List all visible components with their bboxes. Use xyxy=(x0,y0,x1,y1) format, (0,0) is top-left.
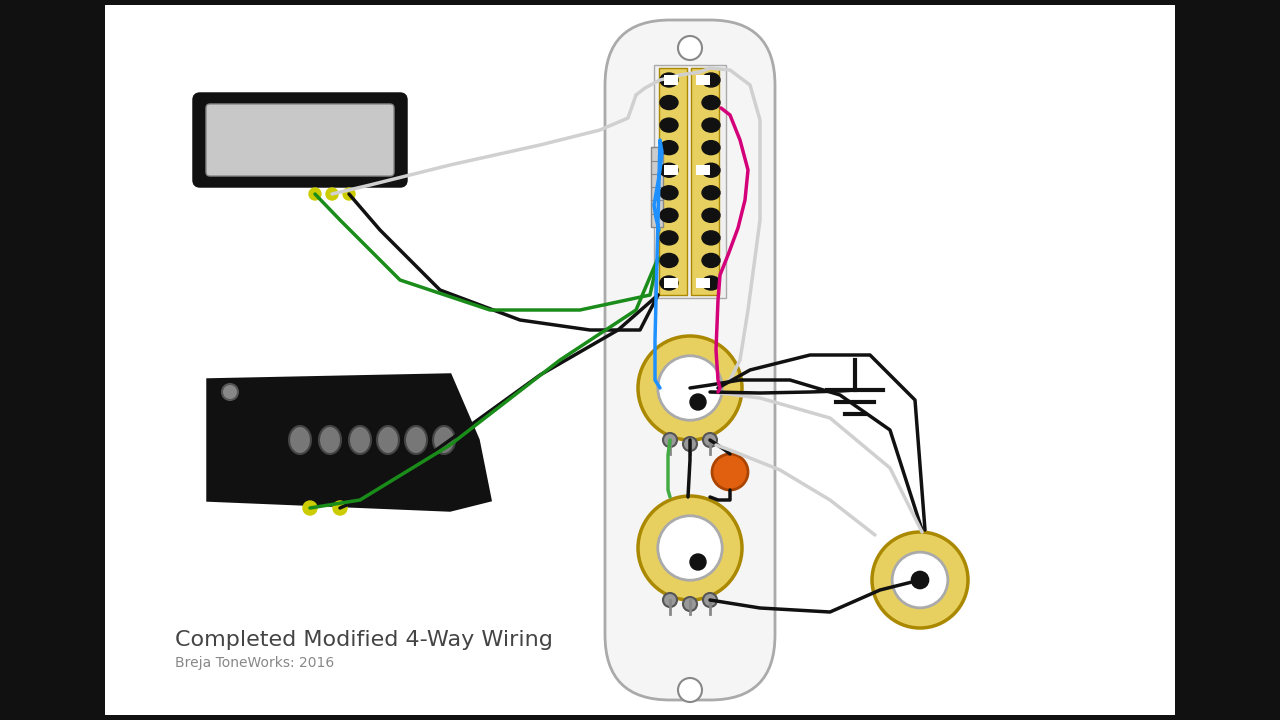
Ellipse shape xyxy=(660,96,678,109)
Circle shape xyxy=(872,532,968,628)
Ellipse shape xyxy=(701,96,719,109)
Ellipse shape xyxy=(660,140,678,155)
Circle shape xyxy=(333,501,347,515)
Ellipse shape xyxy=(701,73,719,87)
Ellipse shape xyxy=(660,186,678,199)
Ellipse shape xyxy=(701,253,719,267)
Bar xyxy=(664,278,678,288)
Ellipse shape xyxy=(660,208,678,222)
Circle shape xyxy=(343,188,355,200)
Circle shape xyxy=(658,356,722,420)
Bar xyxy=(652,148,663,227)
Bar xyxy=(659,68,687,295)
Ellipse shape xyxy=(701,140,719,155)
Circle shape xyxy=(911,572,928,589)
Circle shape xyxy=(221,384,238,400)
Circle shape xyxy=(712,454,748,490)
Circle shape xyxy=(678,36,701,60)
Circle shape xyxy=(326,188,338,200)
Bar xyxy=(696,278,710,288)
Text: Breja ToneWorks: 2016: Breja ToneWorks: 2016 xyxy=(175,656,334,670)
Ellipse shape xyxy=(660,163,678,177)
Bar xyxy=(696,165,710,175)
Bar xyxy=(664,75,678,85)
Circle shape xyxy=(684,437,698,451)
Bar xyxy=(664,165,678,175)
Circle shape xyxy=(684,597,698,611)
Circle shape xyxy=(663,593,677,607)
Ellipse shape xyxy=(701,118,719,132)
Ellipse shape xyxy=(660,276,678,290)
Ellipse shape xyxy=(701,208,719,222)
Ellipse shape xyxy=(660,73,678,87)
Ellipse shape xyxy=(660,118,678,132)
Ellipse shape xyxy=(289,426,311,454)
FancyBboxPatch shape xyxy=(195,94,406,186)
Text: Completed Modified 4-Way Wiring: Completed Modified 4-Way Wiring xyxy=(175,630,553,650)
Bar xyxy=(654,65,726,298)
Bar xyxy=(691,68,719,295)
Polygon shape xyxy=(209,375,490,510)
Ellipse shape xyxy=(433,426,454,454)
Circle shape xyxy=(892,552,947,608)
Circle shape xyxy=(637,496,742,600)
Circle shape xyxy=(637,336,742,440)
Ellipse shape xyxy=(701,276,719,290)
Ellipse shape xyxy=(701,231,719,245)
Circle shape xyxy=(663,433,677,447)
Ellipse shape xyxy=(404,426,428,454)
Ellipse shape xyxy=(319,426,340,454)
Ellipse shape xyxy=(701,163,719,177)
Ellipse shape xyxy=(660,253,678,267)
Ellipse shape xyxy=(378,426,399,454)
Bar xyxy=(696,75,710,85)
Circle shape xyxy=(703,593,717,607)
Circle shape xyxy=(308,188,321,200)
FancyBboxPatch shape xyxy=(206,104,394,176)
Ellipse shape xyxy=(349,426,371,454)
Ellipse shape xyxy=(701,186,719,199)
Circle shape xyxy=(658,516,722,580)
Circle shape xyxy=(703,433,717,447)
Circle shape xyxy=(678,678,701,702)
FancyBboxPatch shape xyxy=(605,20,774,700)
Ellipse shape xyxy=(660,231,678,245)
Circle shape xyxy=(303,501,317,515)
Circle shape xyxy=(690,394,707,410)
Bar xyxy=(105,5,1175,715)
Circle shape xyxy=(690,554,707,570)
